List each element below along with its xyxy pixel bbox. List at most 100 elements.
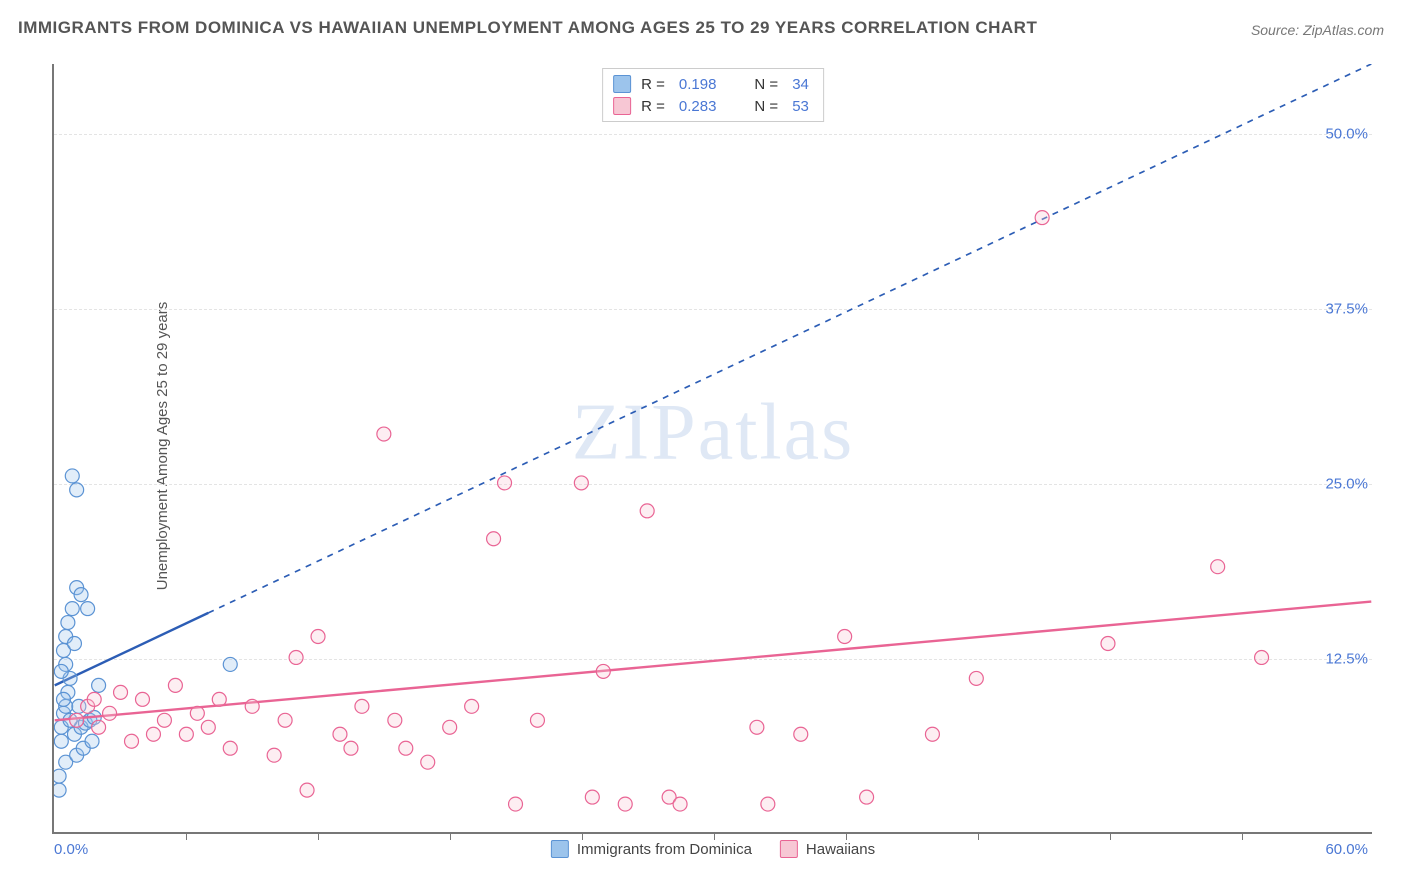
data-point <box>67 637 81 651</box>
x-tick <box>978 832 979 840</box>
swatch-icon <box>613 75 631 93</box>
data-point <box>92 720 106 734</box>
data-point <box>146 727 160 741</box>
data-point <box>761 797 775 811</box>
data-point <box>344 741 358 755</box>
data-point <box>388 713 402 727</box>
data-point <box>212 692 226 706</box>
data-point <box>54 734 68 748</box>
n-label: N = <box>754 98 778 115</box>
data-point <box>421 755 435 769</box>
data-point <box>750 720 764 734</box>
data-point <box>54 769 66 783</box>
data-point <box>61 616 75 630</box>
correlation-legend: R = 0.198 N = 34 R = 0.283 N = 53 <box>602 68 824 122</box>
data-point <box>465 699 479 713</box>
data-point <box>70 483 84 497</box>
data-point <box>74 588 88 602</box>
data-point <box>114 685 128 699</box>
x-tick <box>450 832 451 840</box>
n-value-0: 34 <box>792 76 809 93</box>
n-label: N = <box>754 76 778 93</box>
data-point <box>498 476 512 490</box>
data-point <box>574 476 588 490</box>
data-point <box>399 741 413 755</box>
x-tick <box>318 832 319 840</box>
r-label: R = <box>641 76 665 93</box>
x-tick <box>714 832 715 840</box>
data-point <box>125 734 139 748</box>
data-point <box>267 748 281 762</box>
legend-item-1: Hawaiians <box>780 840 875 858</box>
x-min-label: 0.0% <box>54 841 88 858</box>
x-tick <box>1110 832 1111 840</box>
series-legend: Immigrants from Dominica Hawaiians <box>551 840 875 858</box>
x-tick <box>846 832 847 840</box>
data-point <box>487 532 501 546</box>
data-point <box>81 602 95 616</box>
legend-row-series-1: R = 0.283 N = 53 <box>613 95 813 117</box>
data-point <box>443 720 457 734</box>
data-point <box>223 657 237 671</box>
data-point <box>201 720 215 734</box>
data-point <box>1035 211 1049 225</box>
series-name-1: Hawaiians <box>806 841 875 858</box>
swatch-icon <box>613 97 631 115</box>
data-point <box>65 469 79 483</box>
data-point <box>1255 650 1269 664</box>
data-point <box>223 741 237 755</box>
data-point <box>1101 637 1115 651</box>
data-point <box>1211 560 1225 574</box>
data-point <box>179 727 193 741</box>
data-point <box>54 664 68 678</box>
trendline-dashed <box>208 64 1371 613</box>
data-point <box>838 630 852 644</box>
data-point <box>530 713 544 727</box>
legend-row-series-0: R = 0.198 N = 34 <box>613 73 813 95</box>
data-point <box>640 504 654 518</box>
source-attribution: Source: ZipAtlas.com <box>1251 22 1384 38</box>
data-point <box>509 797 523 811</box>
data-point <box>85 734 99 748</box>
data-point <box>794 727 808 741</box>
series-name-0: Immigrants from Dominica <box>577 841 752 858</box>
swatch-icon <box>780 840 798 858</box>
data-point <box>103 706 117 720</box>
data-point <box>278 713 292 727</box>
n-value-1: 53 <box>792 98 809 115</box>
r-value-1: 0.283 <box>679 98 717 115</box>
data-point <box>596 664 610 678</box>
x-tick <box>186 832 187 840</box>
x-tick <box>582 832 583 840</box>
swatch-icon <box>551 840 569 858</box>
data-point <box>311 630 325 644</box>
data-point <box>57 692 71 706</box>
data-point <box>860 790 874 804</box>
data-point <box>618 797 632 811</box>
data-point <box>355 699 369 713</box>
data-point <box>87 692 101 706</box>
x-max-label: 60.0% <box>1325 841 1368 858</box>
data-point <box>70 713 84 727</box>
data-point <box>65 602 79 616</box>
data-point <box>168 678 182 692</box>
data-point <box>673 797 687 811</box>
legend-item-0: Immigrants from Dominica <box>551 840 752 858</box>
r-label: R = <box>641 98 665 115</box>
data-point <box>54 783 66 797</box>
data-point <box>925 727 939 741</box>
plot-area: ZIPatlas R = 0.198 N = 34 R = 0.283 N = … <box>52 64 1372 834</box>
r-value-0: 0.198 <box>679 76 717 93</box>
data-point <box>157 713 171 727</box>
data-point <box>585 790 599 804</box>
data-point <box>289 650 303 664</box>
data-point <box>377 427 391 441</box>
scatter-svg <box>54 64 1372 832</box>
chart-title: IMMIGRANTS FROM DOMINICA VS HAWAIIAN UNE… <box>18 18 1037 38</box>
data-point <box>300 783 314 797</box>
data-point <box>333 727 347 741</box>
data-point <box>969 671 983 685</box>
data-point <box>190 706 204 720</box>
data-point <box>136 692 150 706</box>
chart-container: IMMIGRANTS FROM DOMINICA VS HAWAIIAN UNE… <box>0 0 1406 892</box>
